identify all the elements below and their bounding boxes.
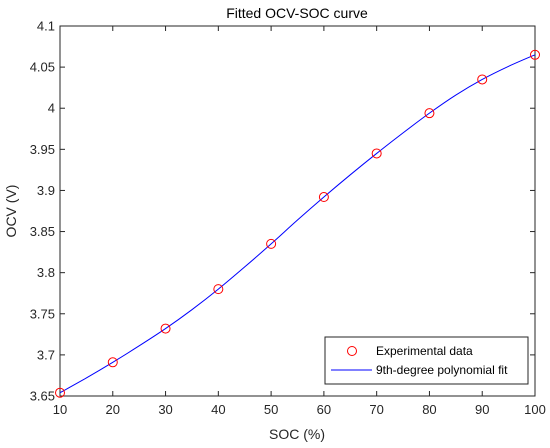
axis-ticks	[59, 25, 536, 397]
x-tick-label: 30	[158, 402, 172, 417]
data-point-experimental	[107, 357, 118, 368]
series-layer	[55, 49, 540, 398]
plot-area	[59, 25, 536, 397]
legend-label-experimental: Experimental data	[376, 344, 473, 358]
x-tick-labels: 10 20 30 40 50 60 70 80 90 100	[53, 402, 546, 417]
x-tick-label: 10	[53, 402, 67, 417]
data-point-experimental	[55, 387, 65, 398]
y-tick-label: 3.65	[30, 389, 55, 404]
y-tick-label: 3.9	[37, 183, 55, 198]
x-tick-label: 80	[422, 402, 436, 417]
y-tick-label: 4.1	[37, 19, 55, 34]
y-axis-title: OCV (V)	[3, 185, 19, 238]
data-point-experimental	[318, 192, 329, 203]
legend-label-fit: 9th-degree polynomial fit	[376, 363, 508, 377]
legend: Experimental data 9th-degree polynomial …	[324, 336, 529, 385]
y-tick-label: 3.85	[30, 224, 55, 239]
data-point-experimental	[530, 49, 540, 60]
data-point-experimental	[160, 323, 171, 334]
x-axis-title: SOC (%)	[269, 426, 325, 442]
data-point-experimental	[266, 238, 277, 249]
x-tick-label: 90	[475, 402, 489, 417]
x-tick-label: 50	[264, 402, 278, 417]
x-tick-label: 70	[369, 402, 383, 417]
x-tick-label: 40	[211, 402, 225, 417]
legend-marker-experimental	[347, 346, 357, 356]
y-tick-label: 3.7	[37, 347, 55, 362]
legend-box	[324, 336, 529, 385]
y-tick-label: 4.05	[30, 60, 55, 75]
data-point-experimental	[371, 148, 382, 159]
series-line-polynomial-fit	[59, 54, 536, 394]
y-tick-label: 3.75	[30, 306, 55, 321]
data-point-experimental	[477, 74, 488, 85]
chart-title: Fitted OCV-SOC curve	[226, 5, 368, 21]
y-tick-label: 3.95	[30, 142, 55, 157]
y-tick-label: 3.8	[37, 265, 55, 280]
y-tick-label: 4	[48, 101, 55, 116]
y-tick-labels: 3.65 3.7 3.75 3.8 3.85 3.9 3.95 4 4.05 4.1	[30, 19, 55, 404]
data-point-experimental	[424, 108, 435, 119]
data-point-experimental	[213, 284, 224, 295]
x-tick-label: 20	[106, 402, 120, 417]
x-tick-label: 100	[524, 402, 546, 417]
x-tick-label: 60	[317, 402, 331, 417]
